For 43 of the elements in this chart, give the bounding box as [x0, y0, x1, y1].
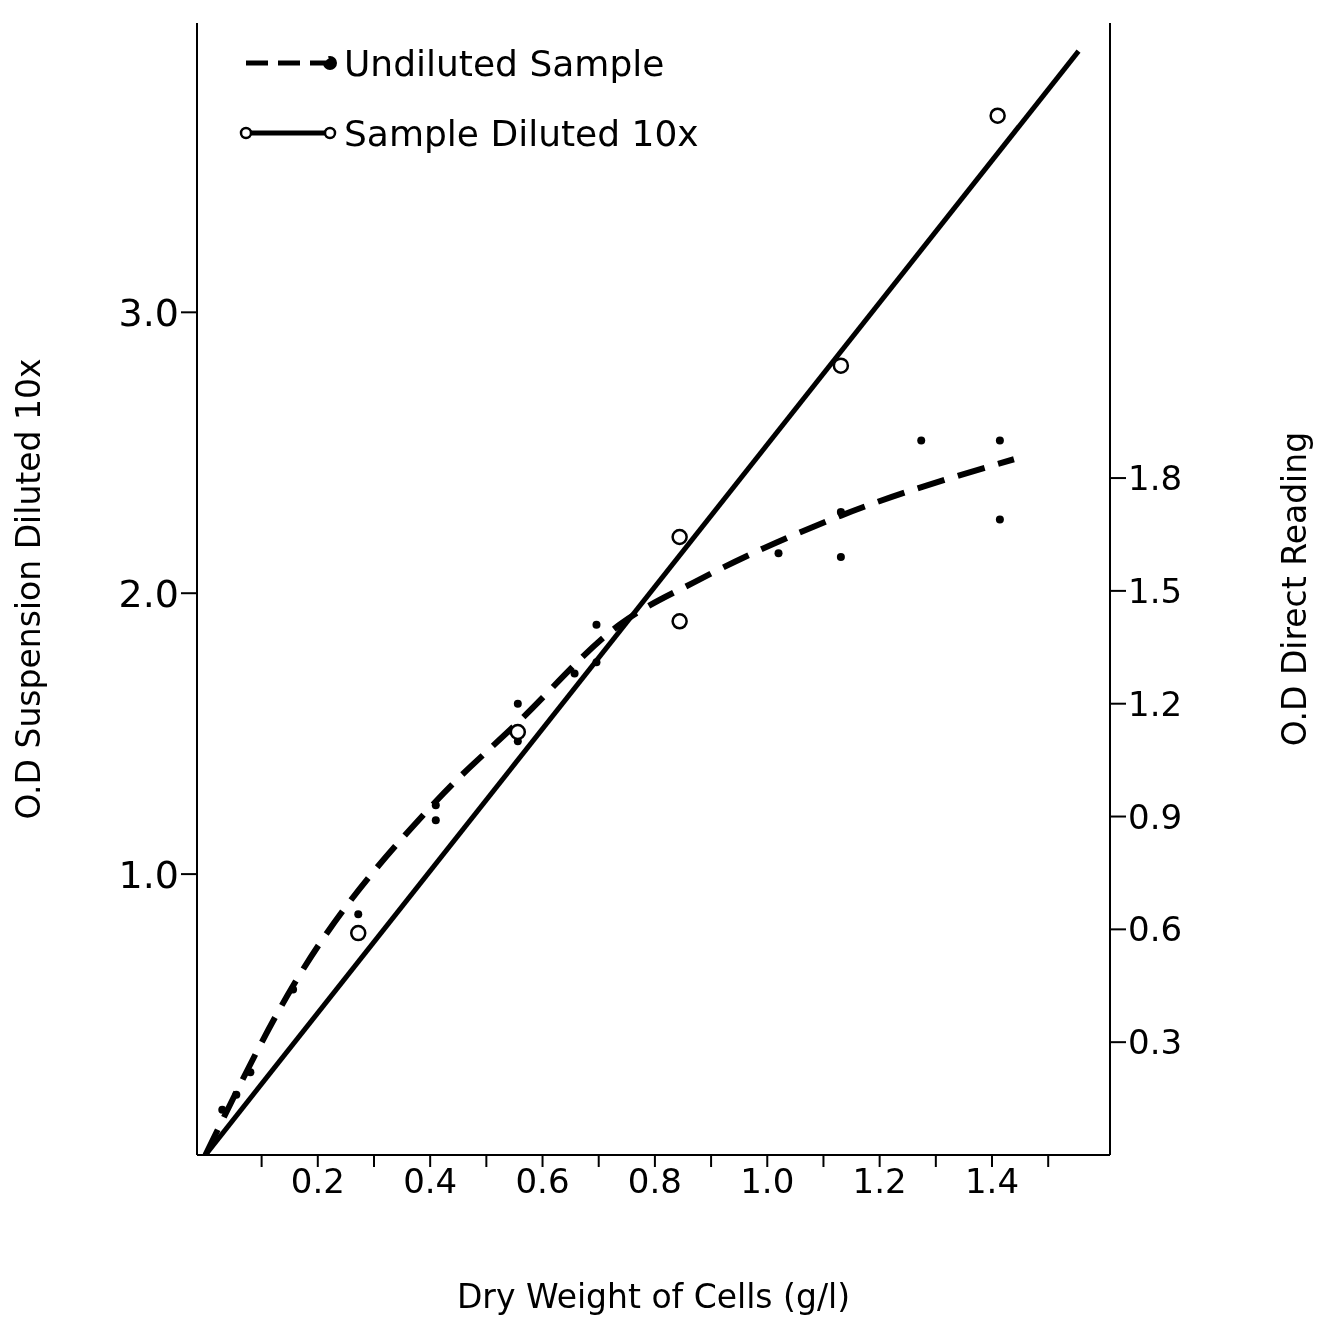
y-tick-label: 2.0 — [118, 571, 179, 616]
point — [774, 549, 783, 558]
legend-label: Undiluted Sample — [344, 42, 665, 84]
point — [836, 507, 845, 516]
x-tick-label: 1.4 — [964, 1161, 1020, 1202]
y-tick-label: 3.0 — [118, 290, 179, 335]
x-tick-label: 0.2 — [290, 1161, 345, 1202]
y2-tick-label: 0.6 — [1128, 909, 1183, 950]
point — [592, 620, 601, 629]
x-tick-label: 0.4 — [403, 1161, 458, 1202]
y2-tick-label: 0.3 — [1128, 1022, 1183, 1063]
y2-tick-label: 0.9 — [1128, 796, 1183, 837]
point — [995, 436, 1004, 445]
x-tick-label: 0.6 — [515, 1161, 570, 1202]
point — [509, 723, 527, 741]
point — [350, 924, 367, 942]
point — [513, 699, 522, 708]
y2-axis-title: O.D Direct Reading — [1274, 431, 1314, 747]
x-tick-label: 0.8 — [627, 1161, 682, 1202]
point — [671, 528, 688, 546]
point — [836, 553, 845, 562]
y-tick-label: 1.0 — [118, 852, 179, 897]
point — [431, 816, 440, 825]
point — [246, 1068, 255, 1077]
y2-tick-label: 1.2 — [1128, 683, 1183, 724]
point — [218, 1105, 227, 1114]
point — [431, 801, 440, 810]
point — [832, 357, 850, 374]
legend-label: Sample Diluted 10x — [344, 112, 699, 154]
x-tick-label: 1.2 — [852, 1161, 907, 1202]
point — [354, 910, 363, 919]
x-tick-label: 1.0 — [740, 1161, 795, 1202]
x-axis-title: Dry Weight of Cells (g/l) — [456, 1277, 851, 1316]
y-axis-title: O.D Suspension Diluted 10x — [8, 358, 48, 820]
point — [592, 658, 601, 667]
y2-tick-label: 1.5 — [1128, 570, 1183, 611]
point — [995, 515, 1004, 524]
point — [917, 436, 926, 445]
point — [671, 613, 688, 630]
point — [232, 1090, 241, 1099]
point — [989, 107, 1006, 124]
point — [570, 669, 579, 678]
y2-tick-label: 1.8 — [1128, 458, 1183, 499]
